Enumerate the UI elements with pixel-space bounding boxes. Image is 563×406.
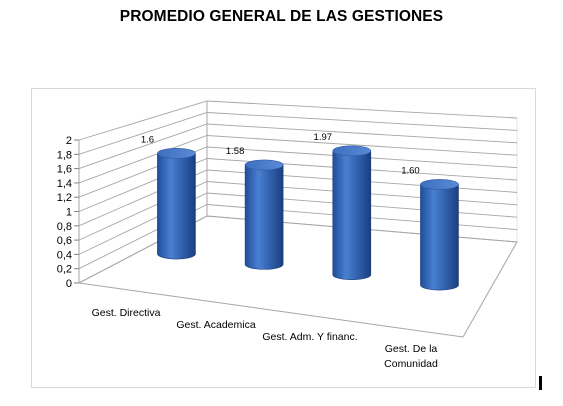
y-tick-label: 1,8 [57, 149, 72, 161]
chart-frame [31, 88, 536, 388]
y-tick-label: 0 [66, 278, 72, 290]
y-axis-ticks: 0 0,2 0,4 0,6 0,8 1 1,2 1,4 1,6 1,8 2 [57, 135, 79, 290]
y-tick-label: 1,6 [57, 164, 72, 176]
data-label: 1.60 [401, 165, 420, 176]
y-tick-label: 1 [66, 207, 72, 219]
bar-body [420, 184, 459, 291]
y-tick-label: 0,6 [57, 235, 72, 247]
bar-top [420, 179, 459, 190]
bar [332, 145, 372, 281]
data-label: 1.58 [226, 146, 245, 157]
bar-body [244, 164, 284, 270]
bar [157, 148, 196, 260]
y-tick-label: 1,4 [57, 178, 72, 190]
x-category-label: Gest. Academica [176, 319, 256, 331]
bar [244, 159, 284, 270]
gridline [78, 146, 518, 198]
gridline [78, 123, 518, 170]
page-title: PROMEDIO GENERAL DE LAS GESTIONES [119, 8, 444, 25]
x-axis-labels: Gest. Directiva Gest. Academica Gest. Adm.… [92, 307, 438, 370]
gridline [78, 158, 518, 212]
bar-body [332, 150, 372, 281]
data-label: 1.6 [141, 134, 154, 145]
gridline [78, 112, 518, 155]
bar-top [332, 145, 372, 157]
y-tick-label: 2 [66, 135, 72, 147]
bars: 1.6 1.58 1.97 1.60 [141, 132, 459, 291]
bar-top [157, 148, 196, 159]
bar-body [157, 153, 196, 260]
gridline [78, 169, 518, 227]
gridline [78, 135, 518, 184]
bar-top [244, 159, 284, 171]
y-tick-label: 0,2 [57, 264, 72, 276]
data-label: 1.97 [314, 132, 333, 143]
gridline [78, 215, 518, 284]
x-category-label: Gest. Directiva [92, 307, 161, 319]
edge-mark [539, 376, 542, 390]
gridline [78, 192, 518, 255]
x-category-label: Gest. De la Comunidad [384, 343, 438, 370]
gridline [78, 181, 518, 241]
bar [420, 179, 459, 291]
x-category-label: Gest. Adm. Y financ. [262, 331, 357, 343]
gridline [78, 204, 518, 270]
y-tick-label: 0,8 [57, 221, 72, 233]
y-tick-label: 1,2 [57, 192, 72, 204]
y-tick-label: 0,4 [57, 249, 72, 261]
gridline [78, 100, 518, 141]
